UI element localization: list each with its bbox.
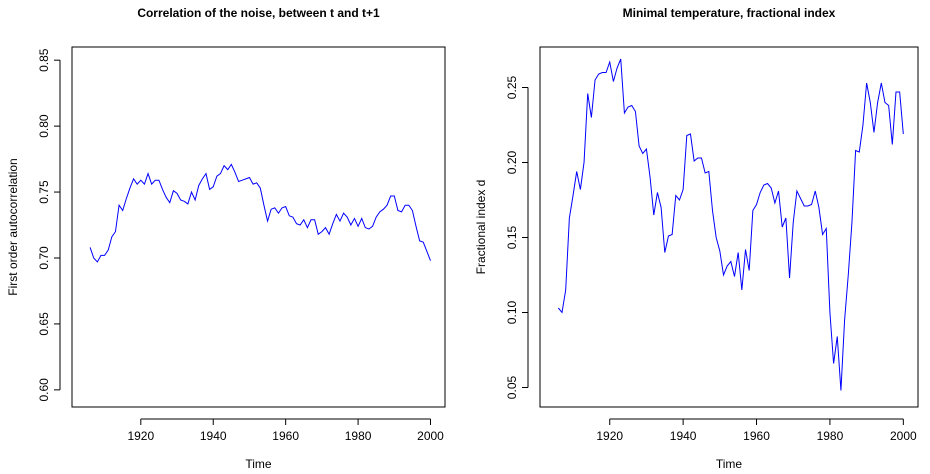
y-tick-label: 0.25	[505, 75, 519, 99]
y-tick-label: 0.60	[37, 378, 51, 402]
plot-frame	[539, 46, 919, 408]
chart-title: Minimal temperature, fractional index	[623, 6, 836, 20]
x-tick-label: 2000	[417, 429, 444, 443]
x-tick-label: 1940	[670, 429, 697, 443]
x-tick-label: 1920	[127, 429, 154, 443]
x-tick-label: 1960	[272, 429, 299, 443]
y-tick-label: 0.15	[505, 225, 519, 249]
x-tick-label: 1980	[817, 429, 844, 443]
x-tick-label: 1960	[743, 429, 770, 443]
y-tick-label: 0.10	[505, 300, 519, 324]
y-tick-label: 0.85	[37, 48, 51, 72]
y-tick-label: 0.20	[505, 150, 519, 174]
chart-panel: Minimal temperature, fractional index Tim…	[474, 6, 919, 471]
y-tick-label: 0.75	[37, 180, 51, 204]
chart-title: Correlation of the noise, between t and …	[137, 6, 380, 20]
x-tick-label: 2000	[890, 429, 917, 443]
y-axis-label: First order autocorrelation	[6, 158, 20, 295]
y-tick-label: 0.05	[505, 375, 519, 399]
data-line	[557, 58, 904, 391]
x-axis-label: Time	[245, 457, 272, 471]
x-tick-label: 1920	[596, 429, 623, 443]
y-tick-label: 0.70	[37, 246, 51, 270]
y-axis-label: Fractional index d	[474, 180, 488, 275]
data-line	[89, 163, 431, 263]
y-tick-label: 0.65	[37, 312, 51, 336]
x-tick-label: 1980	[345, 429, 372, 443]
chart-panel: Correlation of the noise, between t and …	[6, 6, 446, 471]
y-tick-label: 0.80	[37, 114, 51, 138]
x-axis-label: Time	[716, 457, 743, 471]
x-tick-label: 1940	[200, 429, 227, 443]
plot-frame	[71, 46, 446, 408]
